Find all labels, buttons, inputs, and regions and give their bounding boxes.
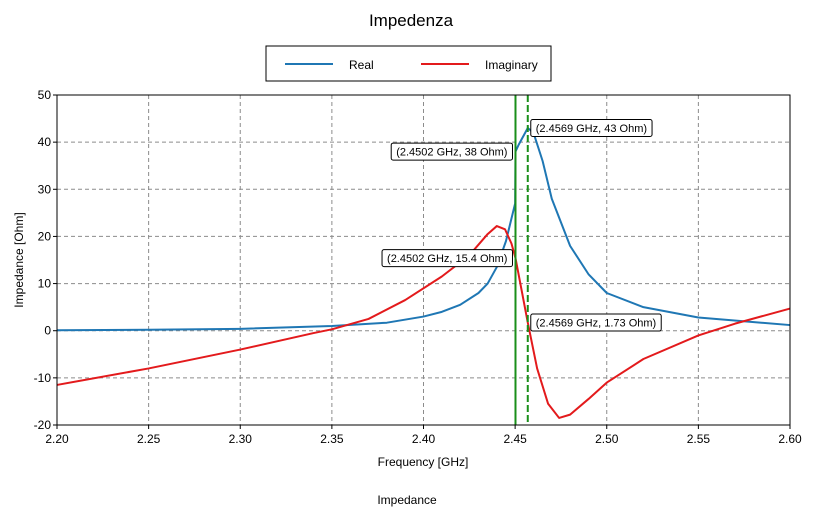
y-tick-label: 40 (38, 135, 52, 149)
x-axis-label: Frequency [GHz] (378, 455, 469, 469)
y-tick-label: 30 (38, 182, 52, 196)
y-tick-label: -20 (34, 418, 52, 432)
annotation-box (381, 249, 513, 268)
y-axis-label: Impedance [Ohm] (12, 212, 26, 307)
x-tick-label: 2.20 (45, 432, 69, 446)
series-line-imaginary (56, 225, 791, 419)
y-ticks: -20 -10 0 10 20 30 40 50 (34, 88, 57, 432)
legend: Real Imaginary (265, 45, 552, 82)
annotation-box (390, 142, 513, 161)
marker-layer (514, 95, 529, 425)
annotation-label: (2.4569 GHz, 43 Ohm) (536, 123, 647, 135)
y-tick-label: -10 (34, 371, 52, 385)
legend-imaginary-label: Imaginary (485, 58, 538, 72)
x-tick-label: 2.30 (229, 432, 253, 446)
y-tick-label: 0 (44, 324, 51, 338)
annotation-label: (2.4569 GHz, 1.73 Ohm) (536, 318, 656, 330)
annotation-label: (2.4502 GHz, 15.4 Ohm) (387, 253, 507, 265)
x-tick-label: 2.25 (137, 432, 161, 446)
annotation-3: (2.4502 GHz, 15.4 Ohm) (381, 249, 513, 268)
annotation-box (530, 313, 662, 332)
legend-real-label: Real (349, 58, 374, 72)
x-tick-label: 2.55 (687, 432, 711, 446)
chart-caption: Impedance (377, 493, 437, 507)
x-tick-label: 2.50 (595, 432, 619, 446)
x-tick-label: 2.35 (320, 432, 344, 446)
annotation-2: (2.4569 GHz, 43 Ohm) (530, 119, 653, 137)
annotations: (2.4502 GHz, 38 Ohm) (2.4569 GHz, 43 Ohm)… (381, 119, 662, 332)
x-tick-label: 2.60 (778, 432, 802, 446)
y-tick-label: 50 (38, 88, 52, 102)
y-tick-label: 10 (38, 277, 52, 291)
annotation-box (530, 119, 653, 137)
y-tick-label: 20 (38, 229, 52, 243)
x-ticks: 2.20 2.25 2.30 2.35 2.40 2.45 2.50 2.55 2.60 (45, 425, 802, 446)
chart-title: Impedenza (369, 11, 454, 30)
annotation-label: (2.4502 GHz, 38 Ohm) (396, 147, 507, 159)
annotation-1: (2.4502 GHz, 38 Ohm) (390, 142, 513, 161)
annotation-4: (2.4569 GHz, 1.73 Ohm) (530, 313, 662, 332)
x-tick-label: 2.40 (412, 432, 436, 446)
x-tick-label: 2.45 (503, 432, 527, 446)
